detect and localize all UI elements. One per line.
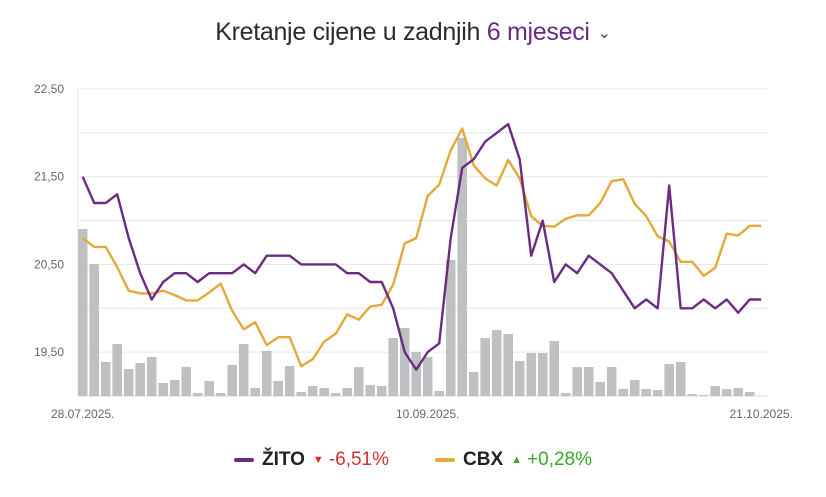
- volume-bar: [733, 388, 743, 396]
- y-tick-label: 19,50: [34, 345, 64, 359]
- x-tick-label: 28.07.2025.: [51, 407, 114, 421]
- volume-bar: [411, 352, 421, 396]
- y-tick-label: 20,50: [34, 257, 64, 271]
- legend-item-zito[interactable]: ŽITO ▼ -6,51%: [233, 449, 390, 471]
- legend-change: +0,28%: [527, 449, 593, 470]
- volume-bar: [158, 383, 168, 396]
- volume-bar: [204, 381, 214, 396]
- legend: ŽITO ▼ -6,51% CBX ▲ +0,28%: [0, 449, 826, 471]
- cbx-swatch: [435, 458, 456, 462]
- y-tick-label: 22,50: [34, 82, 64, 96]
- volume-bar: [526, 353, 536, 396]
- volume-bar: [227, 365, 237, 396]
- volume-bar: [89, 264, 99, 396]
- volume-bar: [112, 344, 122, 396]
- volume-bar: [664, 364, 674, 396]
- up-triangle-icon: ▲: [511, 454, 523, 466]
- volume-bar: [606, 367, 617, 396]
- y-tick-label: 21,50: [34, 170, 64, 184]
- volume-bar: [595, 382, 605, 396]
- volume-bar: [698, 395, 709, 396]
- volume-bar: [629, 380, 640, 396]
- volume-bar: [583, 367, 594, 396]
- period-dropdown[interactable]: 6 mjeseci ⌄: [487, 18, 611, 46]
- volume-bar: [675, 362, 686, 396]
- volume-bar: [146, 357, 157, 396]
- volume-bar: [181, 367, 191, 396]
- volume-bar: [135, 363, 145, 396]
- period-label: 6 mjeseci: [486, 18, 590, 46]
- legend-change: -6,51%: [328, 449, 390, 470]
- volume-bar: [710, 386, 720, 396]
- volume-bar: [250, 388, 260, 396]
- volume-bar: [457, 138, 467, 396]
- legend-item-cbx[interactable]: CBX ▲ +0,28%: [435, 449, 592, 471]
- title-prefix: Kretanje cijene u zadnjih: [215, 18, 481, 46]
- volume-bar: [445, 260, 456, 396]
- volume-bar: [261, 351, 272, 396]
- chevron-down-icon[interactable]: ⌄: [597, 25, 611, 43]
- cbx-line: [81, 127, 762, 368]
- volume-bar: [572, 367, 582, 396]
- volume-bar: [503, 334, 513, 396]
- volume-bar: [100, 362, 111, 396]
- zito-swatch: [233, 458, 254, 462]
- volume-bar: [296, 392, 306, 396]
- down-triangle-icon: ▼: [312, 454, 324, 466]
- x-tick-label: 21.10.2025.: [729, 407, 792, 421]
- volume-bar: [514, 361, 525, 396]
- volume-bar: [365, 385, 375, 396]
- volume-bar: [549, 341, 559, 396]
- volume-bar: [307, 386, 318, 396]
- volume-bar: [537, 353, 548, 396]
- volume-bar: [342, 388, 352, 396]
- volume-bar: [399, 328, 410, 396]
- volume-bar: [330, 393, 341, 396]
- volume-bar: [284, 366, 295, 396]
- volume-bar: [652, 390, 663, 396]
- legend-name: CBX: [463, 449, 504, 470]
- volume-bar: [491, 330, 502, 396]
- volume-bar: [721, 389, 732, 396]
- x-tick-label: 10.09.2025.: [396, 407, 459, 421]
- volume-bar: [353, 367, 364, 396]
- price-chart: 19,50 20,50 21,50 22,50 28.07.2025. 10.09.202…: [34, 82, 793, 421]
- volume-bar: [77, 229, 88, 396]
- volume-bar: [560, 393, 571, 396]
- volume-bar: [215, 393, 226, 396]
- volume-bar: [422, 357, 433, 396]
- volume-bar: [468, 372, 479, 396]
- volume-bar: [641, 389, 651, 396]
- volume-bar: [744, 392, 755, 396]
- volume-bar: [169, 380, 180, 396]
- chart-title: Kretanje cijene u zadnjih 6 mjeseci ⌄: [0, 18, 826, 47]
- volume-bar: [434, 391, 444, 396]
- volume-bar: [238, 344, 249, 396]
- volume-bar: [376, 386, 387, 396]
- volume-bar: [618, 389, 628, 396]
- volume-bar: [319, 388, 329, 396]
- volume-bar: [480, 338, 490, 396]
- zito-line: [81, 122, 762, 371]
- volume-bar: [273, 381, 283, 396]
- volume-bar: [388, 338, 398, 396]
- volume-bar: [687, 394, 697, 396]
- volume-bar: [123, 369, 134, 396]
- legend-name: ŽITO: [261, 449, 305, 470]
- volume-bar: [192, 393, 203, 396]
